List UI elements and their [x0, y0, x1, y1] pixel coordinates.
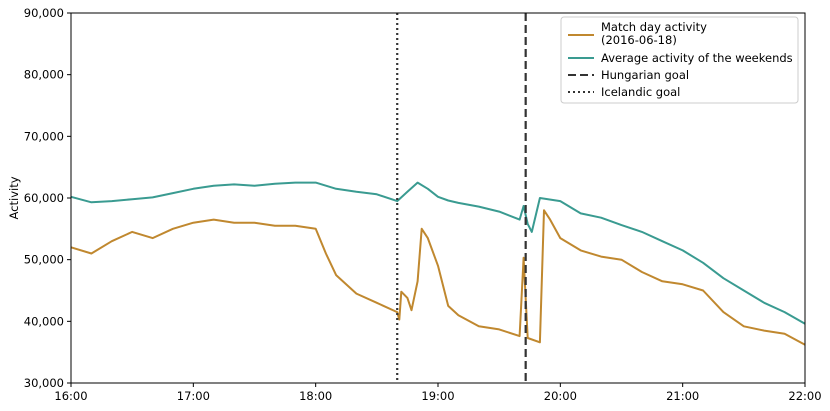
- legend-label: Hungarian goal: [601, 68, 689, 82]
- x-tick-label: 19:00: [421, 389, 454, 403]
- y-tick-label: 30,000: [24, 376, 64, 390]
- series-line-1: [70, 209, 806, 346]
- y-tick-label: 80,000: [24, 68, 64, 82]
- y-tick-label: 60,000: [24, 191, 64, 205]
- series-line-2: [70, 181, 806, 325]
- x-tick-label: 17:00: [177, 389, 210, 403]
- y-tick-label: 40,000: [24, 314, 64, 328]
- legend-label: Match day activity (2016-06-18): [601, 20, 707, 47]
- x-tick-label: 18:00: [299, 389, 332, 403]
- y-tick-label: 90,000: [24, 6, 64, 20]
- legend-label: Icelandic goal: [601, 85, 680, 99]
- x-tick-label: 21:00: [666, 389, 699, 403]
- legend-label: Average activity of the weekends: [601, 51, 793, 65]
- y-tick-label: 50,000: [24, 253, 64, 267]
- legend: Match day activity (2016-06-18) Average ac…: [560, 16, 799, 104]
- x-axis: 16:00 17:00 18:00 19:00 20:00 21:00 22:00: [54, 383, 822, 403]
- plot-area: [70, 13, 806, 383]
- x-tick-label: 22:00: [788, 389, 821, 403]
- y-tick-label: 70,000: [24, 129, 64, 143]
- x-tick-label: 16:00: [54, 389, 87, 403]
- y-axis-label: Activity: [7, 176, 21, 219]
- legend-box: [560, 16, 799, 104]
- x-tick-label: 20:00: [544, 389, 577, 403]
- y-axis: 30,000 40,000 50,000 60,000 70,000 80,000 90,0…: [24, 6, 71, 390]
